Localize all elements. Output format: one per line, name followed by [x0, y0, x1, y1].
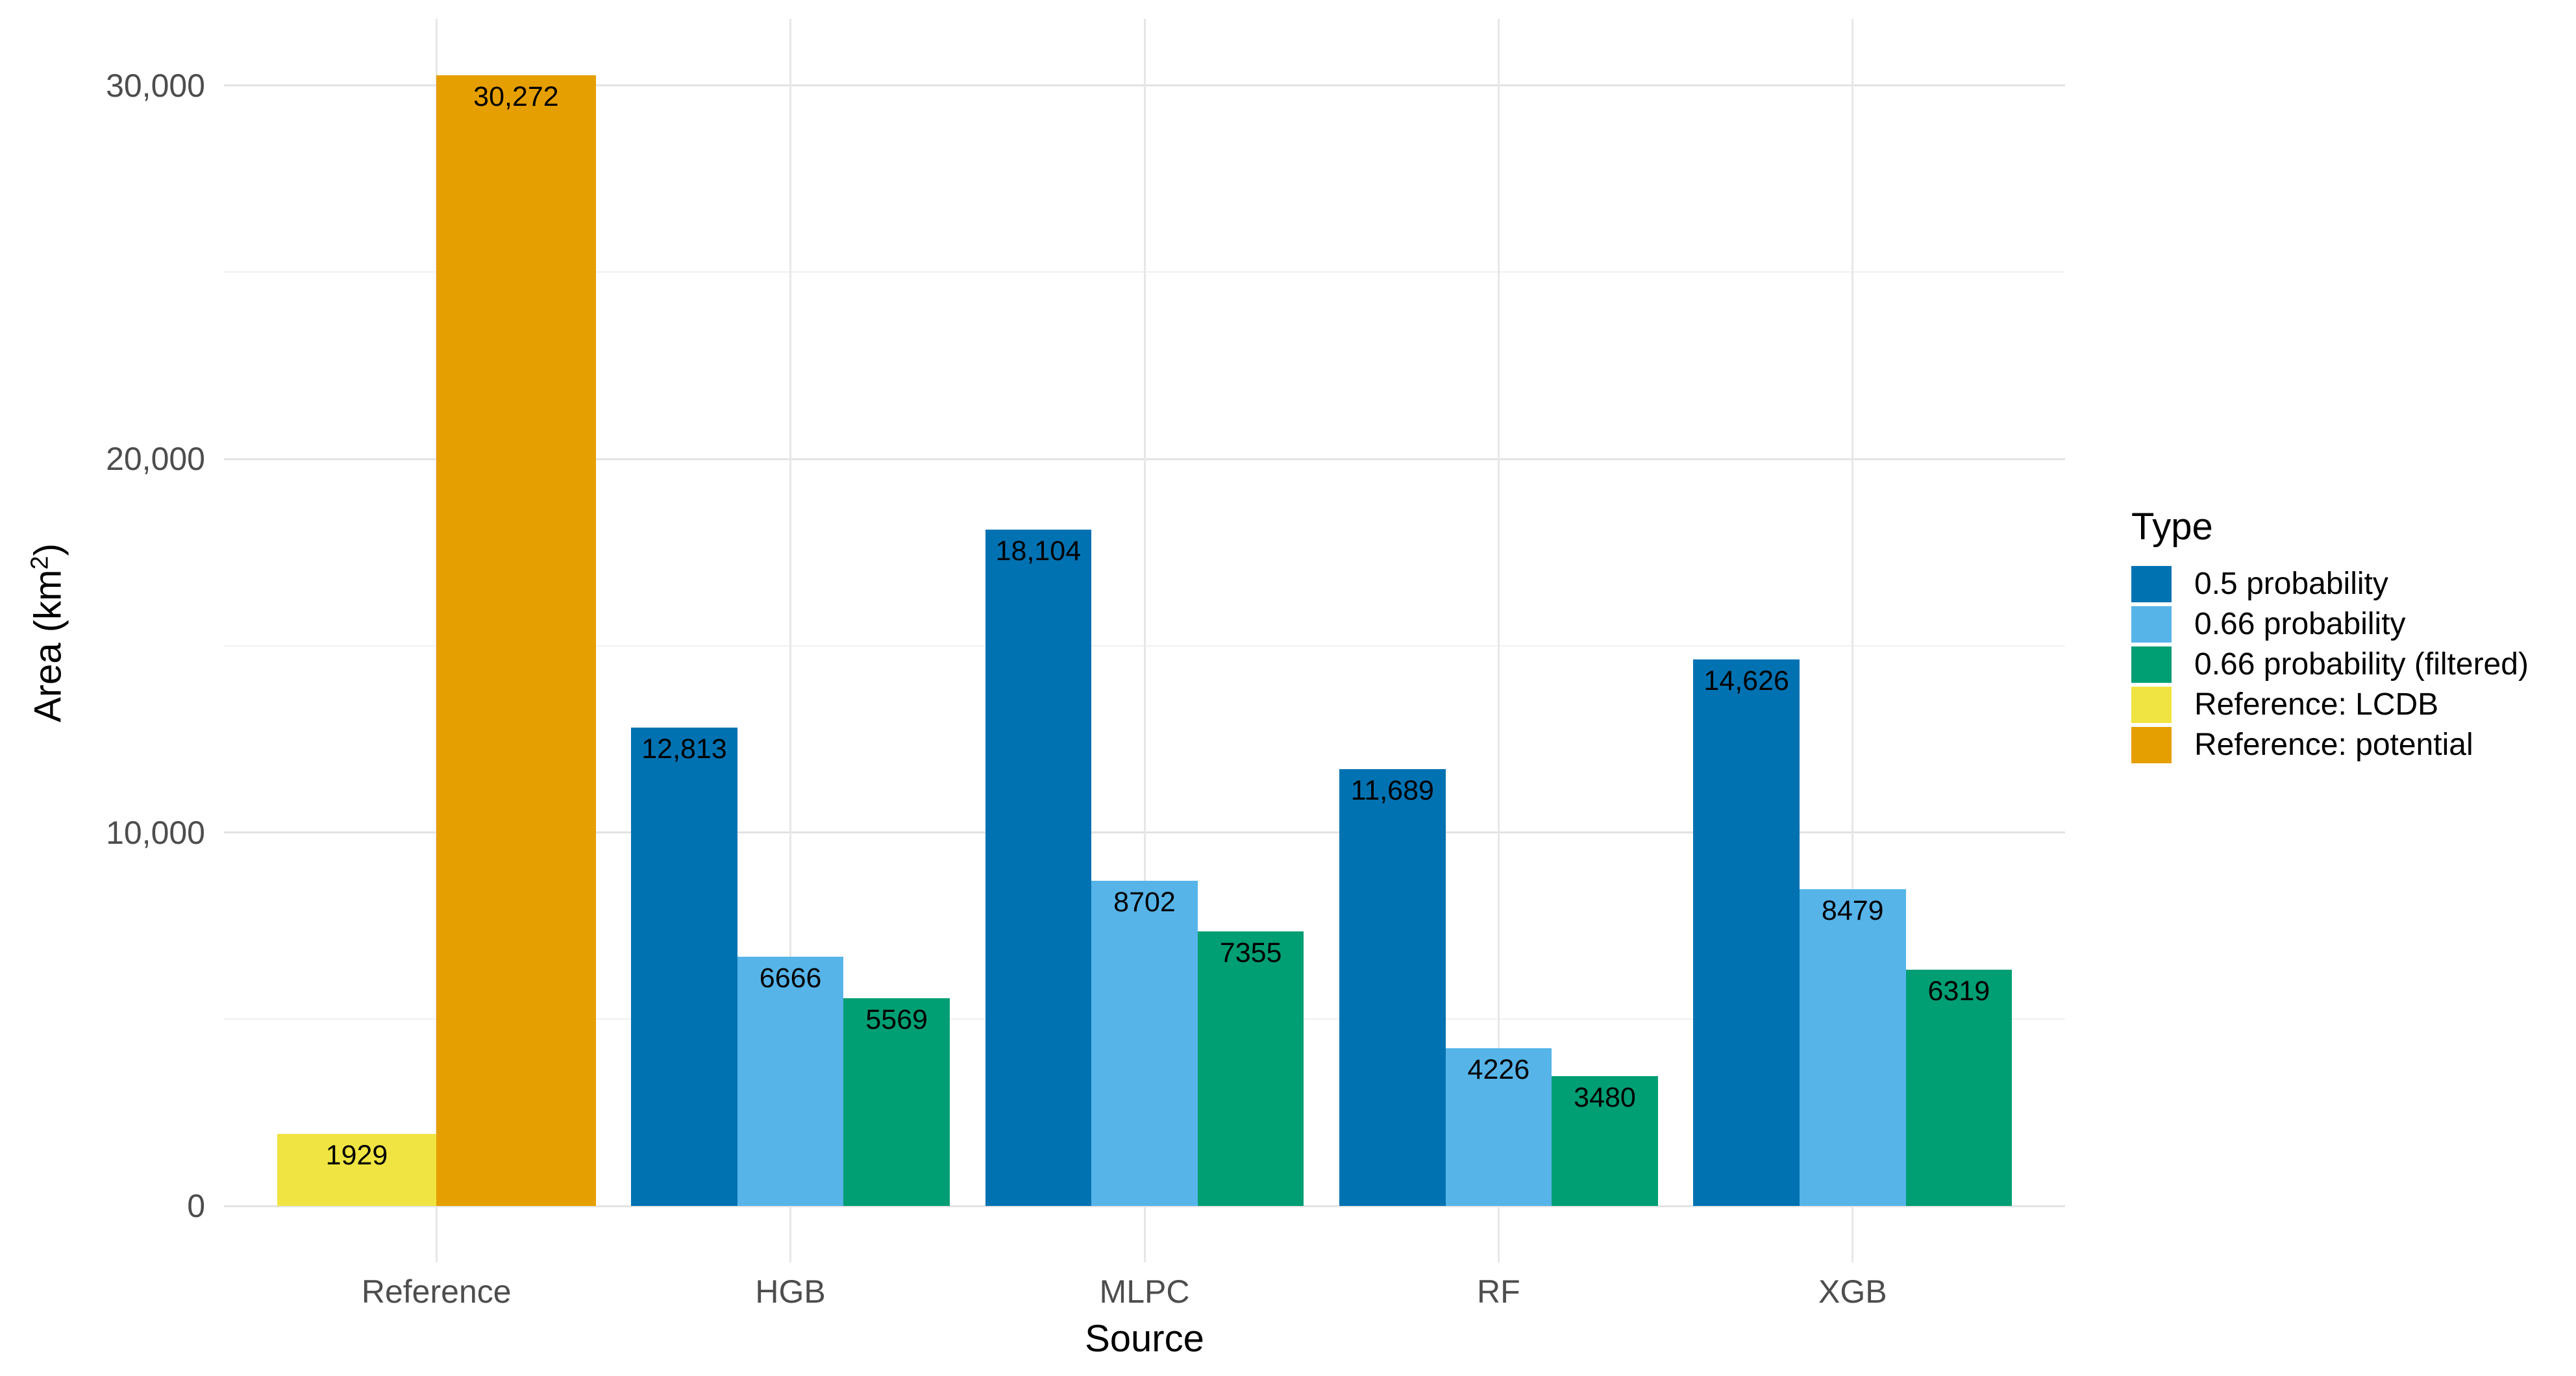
bar-hgb-0.66-probability-filtered-	[843, 998, 950, 1206]
legend: Type 0.5 probability 0.66 probability 0.66…	[2131, 505, 2529, 767]
bar-hgb-0.5-probability	[631, 727, 737, 1206]
x-tick-label: MLPC	[1099, 1273, 1190, 1310]
legend-items: 0.5 probability 0.66 probability 0.66 prob…	[2131, 566, 2529, 763]
bar-xgb-0.66-probability-filtered-	[1905, 970, 2012, 1206]
legend-item-label: Reference: potential	[2194, 728, 2473, 762]
bar-value-label: 6666	[759, 963, 822, 994]
bar-reference-reference-potential	[436, 75, 596, 1206]
bar-mlpc-0.66-probability	[1091, 881, 1198, 1206]
bar-value-label: 14,626	[1703, 665, 1789, 697]
legend-item-label: 0.66 probability	[2194, 607, 2406, 641]
bar-value-label: 12,813	[641, 733, 727, 765]
gridline-major-x	[789, 19, 792, 1262]
bar-value-label: 7355	[1219, 937, 1282, 968]
bar-value-label: 1929	[325, 1139, 388, 1171]
bar-xgb-0.66-probability	[1799, 889, 1906, 1206]
y-tick-label: 0	[187, 1188, 205, 1224]
bar-value-label: 5569	[865, 1003, 928, 1035]
legend-key-swatch	[2131, 566, 2172, 602]
legend-item: 0.5 probability	[2131, 566, 2529, 602]
y-axis-title-close: )	[27, 543, 69, 556]
legend-item-label: 0.66 probability (filtered)	[2194, 647, 2529, 682]
gridline-major-x	[1497, 19, 1500, 1262]
x-tick-label: Reference	[361, 1273, 512, 1310]
bar-value-label: 3480	[1574, 1081, 1636, 1113]
bar-value-label: 30,272	[473, 80, 559, 112]
bar-rf-0.5-probability	[1339, 769, 1446, 1206]
y-axis-title-superscript: 2	[26, 556, 54, 570]
legend-item: 0.66 probability	[2131, 606, 2529, 643]
bar-value-label: 11,689	[1350, 775, 1434, 807]
legend-item: Reference: LCDB	[2131, 687, 2529, 723]
y-axis-title-text: Area (km	[27, 569, 69, 722]
gridline-major-x	[1143, 19, 1146, 1262]
bar-value-label: 4226	[1467, 1053, 1530, 1085]
legend-item: 0.66 probability (filtered)	[2131, 646, 2529, 683]
legend-item: Reference: potential	[2131, 727, 2529, 763]
bar-hgb-0.66-probability	[737, 957, 844, 1206]
legend-item-label: Reference: LCDB	[2194, 687, 2439, 722]
gridline-major-x	[1852, 19, 1854, 1262]
bar-xgb-0.5-probability	[1693, 659, 1800, 1206]
legend-key-swatch	[2131, 727, 2172, 763]
x-tick-label: XGB	[1818, 1273, 1887, 1310]
legend-key-swatch	[2131, 687, 2172, 723]
y-tick-label: 30,000	[106, 67, 205, 104]
bar-value-label: 8479	[1821, 895, 1884, 927]
bar-mlpc-0.66-probability-filtered-	[1197, 931, 1304, 1206]
bar-mlpc-0.5-probability	[985, 530, 1092, 1206]
bar-rf-0.66-probability-filtered-	[1552, 1075, 1658, 1206]
y-tick-label: 20,000	[106, 441, 205, 477]
legend-key-swatch	[2131, 606, 2172, 643]
bar-rf-0.66-probability	[1445, 1048, 1552, 1206]
y-axis-title: Area (km2)	[27, 543, 75, 722]
x-tick-label: RF	[1477, 1273, 1520, 1310]
bar-value-label: 18,104	[995, 535, 1082, 567]
x-tick-label: HGB	[755, 1273, 826, 1310]
legend-key-swatch	[2131, 646, 2172, 683]
x-axis-title: Source	[1085, 1318, 1204, 1360]
bar-value-label: 8702	[1113, 887, 1176, 918]
legend-title: Type	[2131, 506, 2213, 548]
bar-value-label: 6319	[1927, 976, 1990, 1007]
legend-item-label: 0.5 probability	[2194, 567, 2388, 601]
bar-reference-reference-lcdb	[277, 1133, 437, 1206]
y-tick-label: 10,000	[106, 814, 205, 851]
